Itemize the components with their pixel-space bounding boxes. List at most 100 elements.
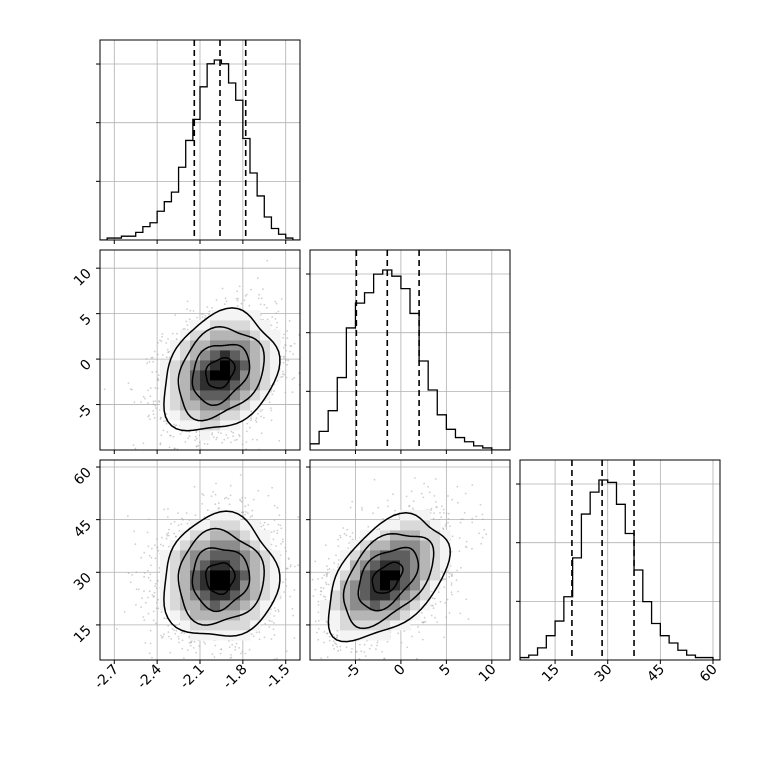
scatter-point: [441, 505, 443, 507]
panel-frame: [309, 249, 511, 451]
density-cell: [360, 590, 371, 601]
scatter-point: [153, 595, 155, 598]
density-cell: [190, 620, 201, 631]
scatter-point: [282, 370, 284, 373]
scatter-point: [370, 644, 373, 647]
scatter-point: [335, 636, 338, 639]
scatter-point: [250, 419, 252, 422]
scatter-point: [222, 455, 224, 457]
scatter-point: [345, 646, 348, 649]
scatter-point: [321, 577, 324, 579]
scatter-point: [448, 612, 451, 614]
scatter-point: [397, 632, 399, 635]
scatter-point: [177, 524, 180, 527]
scatter-point: [276, 657, 278, 660]
scatter-point: [180, 523, 183, 526]
scatter-point: [227, 437, 229, 439]
scatter-point: [193, 640, 196, 643]
histogram-step-line: [310, 269, 510, 450]
density-cell: [160, 570, 171, 581]
scatter-point: [127, 382, 130, 384]
contour-lines: [163, 510, 281, 637]
density-cell: [220, 330, 231, 341]
scatter-point: [306, 561, 308, 563]
scatter-point: [206, 509, 209, 512]
scatter-point: [166, 431, 169, 433]
scatter-point: [283, 355, 286, 358]
scatter-point: [214, 493, 217, 496]
density-cell: [400, 520, 411, 531]
scatter-point: [423, 616, 426, 619]
scatter-point: [241, 443, 244, 446]
density-cell: [250, 340, 261, 351]
scatter-point: [271, 393, 274, 396]
scatter-point: [236, 299, 239, 302]
scatter-point: [244, 497, 247, 499]
scatter-point: [292, 353, 294, 355]
density-cell: [170, 570, 181, 581]
density-cell: [390, 620, 401, 631]
density-cell: [220, 510, 231, 521]
density-cell: [400, 510, 411, 521]
density-cell: [230, 540, 241, 551]
scatter-point: [209, 675, 211, 677]
density-cell: [190, 590, 201, 601]
scatter-point: [167, 624, 170, 627]
scatter-point: [291, 391, 294, 394]
scatter-point: [442, 528, 445, 531]
scatter-point: [270, 638, 273, 640]
scatter-point: [167, 351, 169, 354]
scatter-point: [336, 645, 339, 648]
scatter-point: [207, 313, 210, 316]
scatter-point: [282, 581, 284, 583]
scatter-point: [229, 494, 232, 497]
density-cell: [230, 410, 241, 421]
density-cell: [240, 320, 251, 331]
density-cell: [200, 520, 211, 531]
scatter-point: [457, 501, 459, 504]
scatter-point: [444, 525, 447, 527]
scatter-point: [261, 409, 264, 411]
scatter-point: [289, 621, 291, 623]
contour-level: [204, 562, 236, 596]
scatter-point: [144, 642, 147, 644]
scatter-point: [127, 457, 129, 459]
scatter-point: [459, 612, 462, 615]
scatter-point: [245, 430, 248, 433]
scatter-point: [364, 655, 367, 657]
contour-level: [177, 325, 265, 422]
x-tick-label: 30: [592, 662, 616, 686]
scatter-point: [232, 431, 235, 434]
density-cell: [380, 540, 391, 551]
density-cell: [200, 430, 211, 441]
scatter-point: [190, 640, 193, 642]
density-cell: [380, 590, 391, 601]
scatter-point: [422, 621, 425, 624]
scatter-point: [274, 300, 277, 303]
density-cell: [190, 350, 201, 361]
density-cell: [400, 590, 411, 601]
scatter-point: [250, 410, 253, 413]
density-cell: [160, 550, 171, 561]
scatter-point: [293, 589, 296, 591]
density-cell: [260, 540, 271, 551]
scatter-point: [155, 607, 158, 610]
density-cell: [180, 620, 191, 631]
scatter-point: [223, 661, 225, 663]
density-cell: [380, 620, 391, 631]
scatter-point: [319, 593, 322, 596]
scatter-point: [333, 648, 335, 650]
scatter-point: [450, 591, 453, 594]
scatter-point: [324, 544, 327, 547]
density-cell: [220, 360, 231, 371]
density-cell: [360, 550, 371, 561]
density-cell: [200, 610, 211, 621]
scatter-point: [245, 293, 248, 296]
density-cell: [400, 580, 411, 591]
density-cell: [270, 370, 281, 381]
scatter-point: [263, 303, 266, 306]
x-tick-label: 60: [697, 662, 721, 686]
scatter-point: [152, 400, 155, 403]
scatter-point: [276, 529, 279, 532]
